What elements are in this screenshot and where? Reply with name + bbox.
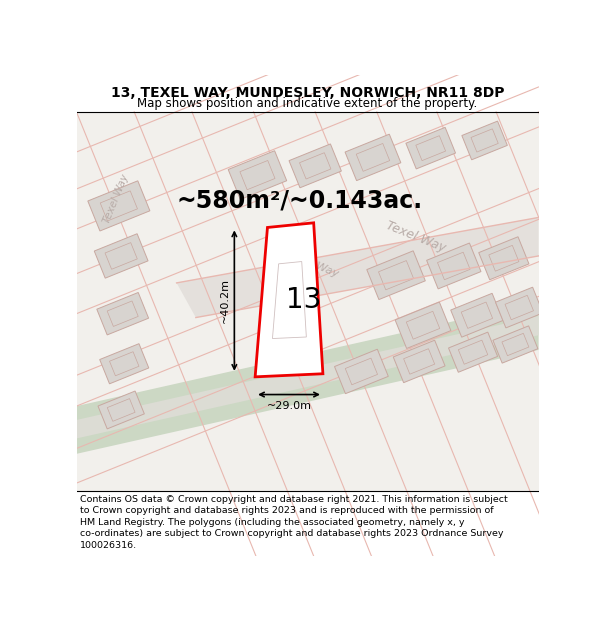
Polygon shape [289, 144, 341, 188]
Polygon shape [367, 251, 425, 299]
Text: ~40.2m: ~40.2m [220, 278, 230, 323]
Polygon shape [335, 349, 388, 394]
Polygon shape [77, 302, 539, 454]
Polygon shape [255, 223, 323, 377]
Polygon shape [406, 127, 455, 169]
Polygon shape [451, 293, 503, 337]
Polygon shape [345, 134, 401, 181]
Polygon shape [97, 292, 149, 335]
Text: Contains OS data © Crown copyright and database right 2021. This information is : Contains OS data © Crown copyright and d… [80, 494, 508, 504]
Text: co-ordinates) are subject to Crown copyright and database rights 2023 Ordnance S: co-ordinates) are subject to Crown copyr… [80, 529, 504, 538]
Polygon shape [228, 151, 287, 199]
Polygon shape [100, 344, 149, 384]
Text: HM Land Registry. The polygons (including the associated geometry, namely x, y: HM Land Registry. The polygons (includin… [80, 518, 465, 527]
Polygon shape [77, 316, 539, 439]
Text: 100026316.: 100026316. [80, 541, 137, 550]
Text: Texel Way: Texel Way [102, 173, 131, 225]
Polygon shape [479, 237, 529, 280]
Polygon shape [94, 234, 148, 278]
Polygon shape [176, 217, 539, 318]
Polygon shape [395, 302, 451, 349]
Text: Map shows position and indicative extent of the property.: Map shows position and indicative extent… [137, 98, 478, 111]
Polygon shape [88, 181, 150, 231]
Text: ~580m²/~0.143ac.: ~580m²/~0.143ac. [177, 189, 423, 213]
Text: 13, TEXEL WAY, MUNDESLEY, NORWICH, NR11 8DP: 13, TEXEL WAY, MUNDESLEY, NORWICH, NR11 … [111, 86, 504, 100]
Polygon shape [98, 391, 145, 429]
Text: ~29.0m: ~29.0m [266, 401, 311, 411]
Text: Texel Way: Texel Way [383, 219, 447, 254]
Polygon shape [449, 332, 497, 372]
Polygon shape [427, 243, 481, 289]
Text: Texel Way: Texel Way [284, 249, 340, 279]
Polygon shape [493, 326, 538, 363]
Polygon shape [496, 288, 543, 328]
Text: 13: 13 [286, 286, 322, 314]
Bar [77, 112, 539, 491]
Text: to Crown copyright and database rights 2023 and is reproduced with the permissio: to Crown copyright and database rights 2… [80, 506, 494, 515]
Polygon shape [462, 121, 508, 160]
Polygon shape [393, 340, 445, 382]
